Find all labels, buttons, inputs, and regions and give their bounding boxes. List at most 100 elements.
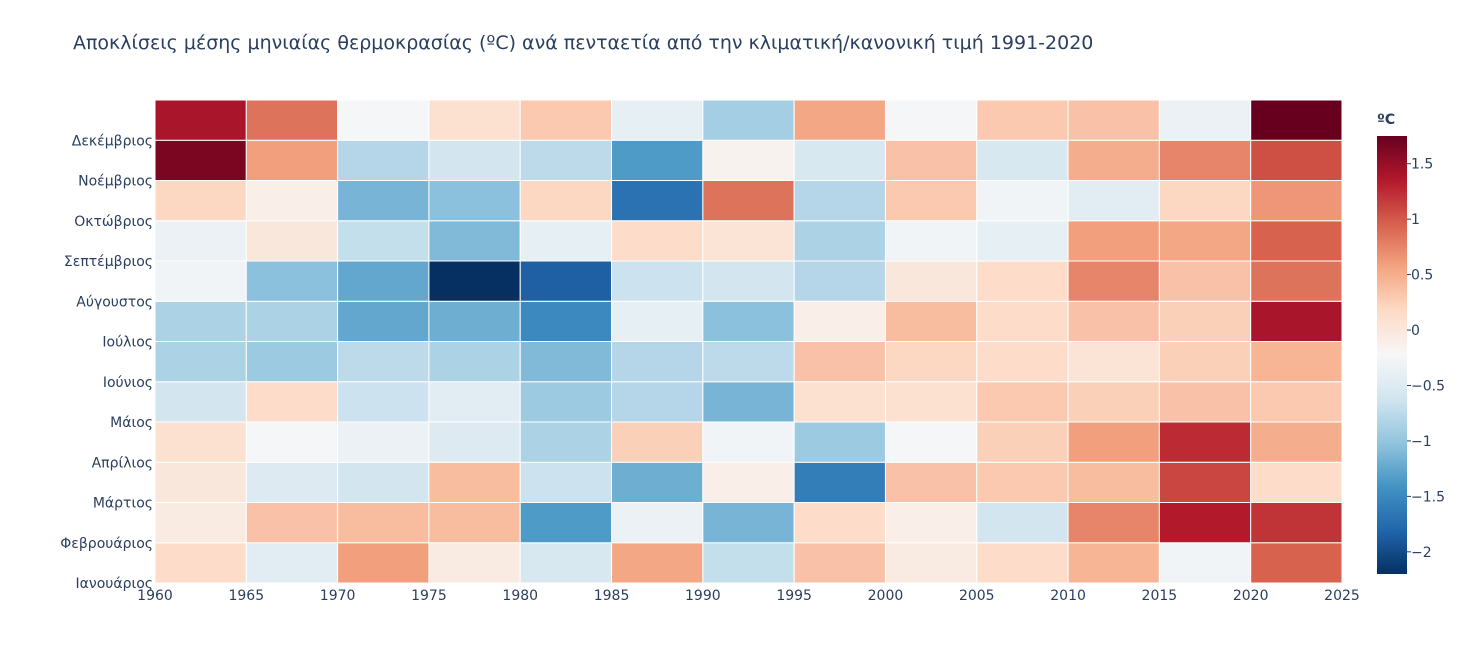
heatmap-cell <box>154 300 247 342</box>
heatmap-cell <box>611 260 704 302</box>
heatmap-cell <box>154 381 247 423</box>
chart-title: Αποκλίσεις μέσης μηνιαίας θερμοκρασίας (… <box>73 32 1093 54</box>
heatmap-cell <box>976 502 1069 544</box>
heatmap-cell <box>428 542 521 584</box>
heatmap-cell <box>1250 220 1343 262</box>
heatmap-cell <box>1067 99 1160 141</box>
heatmap-cell <box>245 542 339 584</box>
heatmap-cell <box>976 180 1069 222</box>
heatmap-cell <box>428 99 521 141</box>
heatmap-cell <box>793 260 886 302</box>
heatmap-cell <box>976 381 1069 423</box>
heatmap-cell <box>1250 502 1343 544</box>
heatmap-cell <box>884 99 978 141</box>
heatmap-cell <box>245 99 339 141</box>
heatmap-cell <box>154 99 247 141</box>
heatmap-cell <box>519 99 613 141</box>
colorbar-tick-label: −1.5 <box>1411 489 1445 505</box>
heatmap-cell <box>1067 502 1160 544</box>
heatmap-cell <box>428 180 521 222</box>
heatmap-cell <box>702 99 795 141</box>
x-tick-label: 1965 <box>228 588 264 604</box>
heatmap-cell <box>793 99 886 141</box>
heatmap-cell <box>611 300 704 342</box>
x-tick-label: 1990 <box>685 588 721 604</box>
heatmap-cell <box>702 180 795 222</box>
heatmap-cell <box>793 421 886 463</box>
y-tick-label: Φεβρουάριος <box>60 536 153 552</box>
colorbar-title: ºC <box>1377 112 1395 128</box>
heatmap-cell <box>976 341 1069 383</box>
heatmap-cell <box>519 139 613 181</box>
heatmap-cell <box>154 260 247 302</box>
colorbar-gradient <box>1377 136 1407 574</box>
heatmap-cell <box>337 180 430 222</box>
heatmap-cell <box>611 99 704 141</box>
heatmap-cell <box>1067 300 1160 342</box>
heatmap-cell <box>1158 381 1252 423</box>
y-tick-label: Σεπτέμβριος <box>64 254 153 270</box>
heatmap-cell <box>154 502 247 544</box>
x-tick-label: 1980 <box>502 588 538 604</box>
heatmap-cell <box>337 139 430 181</box>
heatmap-cell <box>1067 461 1160 503</box>
heatmap-cell <box>245 300 339 342</box>
heatmap-cell <box>884 341 978 383</box>
heatmap-cell <box>1250 99 1343 141</box>
heatmap-cell <box>154 341 247 383</box>
heatmap-cell <box>1067 260 1160 302</box>
heatmap-cell <box>702 542 795 584</box>
colorbar: ºC 1.5 1 0.5 0 −0.5 −1 −1.5 −2 <box>1377 112 1445 574</box>
heatmap-cell <box>793 180 886 222</box>
heatmap-cell <box>1067 180 1160 222</box>
heatmap-cell <box>976 99 1069 141</box>
heatmap-cell <box>793 461 886 503</box>
heatmap-cell <box>1250 139 1343 181</box>
heatmap-cell <box>245 381 339 423</box>
y-tick-label: Απρίλιος <box>92 455 153 471</box>
heatmap-cell <box>793 220 886 262</box>
heatmap-cell <box>519 502 613 544</box>
heatmap-cell <box>1067 341 1160 383</box>
heatmap-cell <box>1158 260 1252 302</box>
heatmap-cell <box>1158 99 1252 141</box>
heatmap-cell <box>337 300 430 342</box>
heatmap-cell <box>884 260 978 302</box>
heatmap-cell <box>884 180 978 222</box>
colorbar-tick-label: 0 <box>1411 323 1420 339</box>
heatmap-cell <box>428 502 521 544</box>
heatmap-cell <box>154 180 247 222</box>
heatmap-cell <box>1158 300 1252 342</box>
heatmap-cell <box>702 139 795 181</box>
heatmap-cell <box>1067 220 1160 262</box>
heatmap-cell <box>245 502 339 544</box>
heatmap-cell <box>519 341 613 383</box>
heatmap-cell <box>611 341 704 383</box>
heatmap-cell <box>611 220 704 262</box>
heatmap-cell <box>884 300 978 342</box>
heatmap-cell <box>702 260 795 302</box>
heatmap-cell <box>1158 180 1252 222</box>
x-tick-label: 2005 <box>959 588 995 604</box>
heatmap-cell <box>1250 341 1343 383</box>
heatmap-cell <box>793 542 886 584</box>
heatmap-cell <box>519 260 613 302</box>
heatmap-cell <box>976 300 1069 342</box>
colorbar-tick-label: −0.5 <box>1411 378 1445 394</box>
heatmap-cell <box>611 381 704 423</box>
heatmap-cell <box>1250 421 1343 463</box>
heatmap-cell <box>1158 139 1252 181</box>
y-tick-label: Αύγουστος <box>76 294 153 310</box>
heatmap-cell <box>337 542 430 584</box>
heatmap-cell <box>245 341 339 383</box>
x-tick-label: 1995 <box>776 588 812 604</box>
y-tick-label: Μάρτιος <box>93 496 153 512</box>
heatmap-cell <box>976 461 1069 503</box>
heatmap-cell <box>976 139 1069 181</box>
heatmap-cell <box>154 220 247 262</box>
heatmap-cell <box>428 421 521 463</box>
heatmap-cell <box>337 260 430 302</box>
x-tick-label: 2020 <box>1233 588 1269 604</box>
heatmap-cell <box>884 502 978 544</box>
